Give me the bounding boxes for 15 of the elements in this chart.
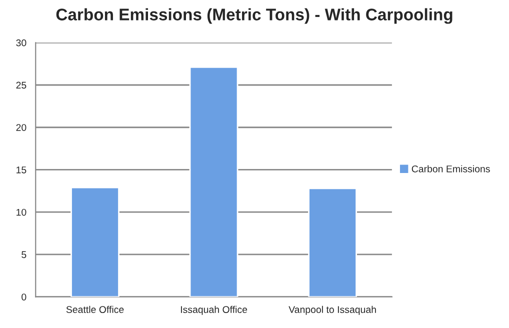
y-tick-label: 30	[16, 39, 26, 46]
y-tick-label: 20	[16, 124, 26, 131]
x-tick-label: Issaquah Office	[180, 306, 248, 315]
y-tick-label: 0	[22, 294, 26, 300]
bar	[189, 66, 238, 297]
y-tick-label: 15	[16, 166, 26, 174]
chart-title: Carbon Emissions (Metric Tons) - With Carpooling	[56, 8, 452, 24]
bar	[308, 188, 357, 297]
y-tick-label: 25	[16, 82, 26, 89]
y-tick-label: 5	[22, 251, 26, 258]
x-tick-label: Seattle Office	[66, 306, 124, 314]
y-tick-label: 10	[16, 208, 26, 216]
legend-label: Carbon Emissions	[412, 165, 490, 172]
bar	[70, 186, 120, 297]
x-tick-label: Vanpool to Issaquah	[288, 306, 376, 315]
